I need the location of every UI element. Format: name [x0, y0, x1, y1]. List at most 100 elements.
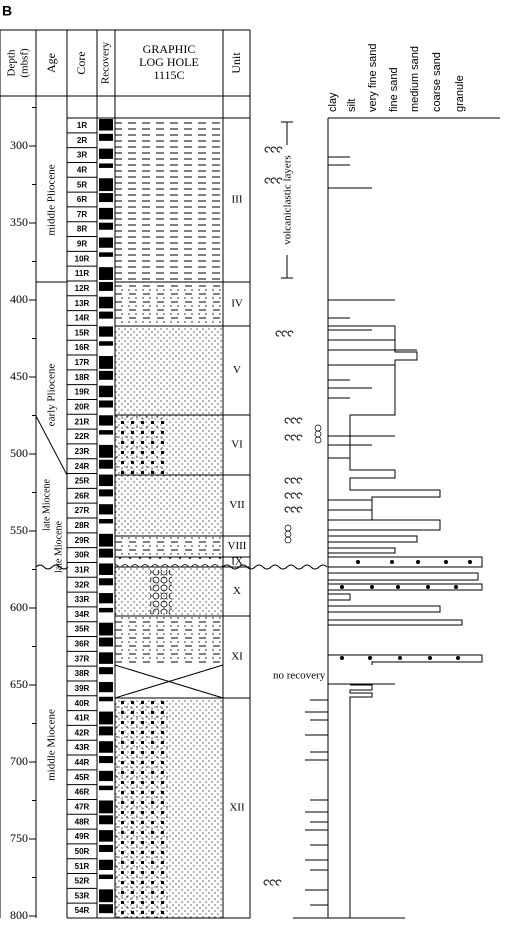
core-label: 39R — [75, 684, 90, 693]
unit-label: XI — [231, 651, 243, 663]
shell-symbol — [284, 492, 291, 499]
granule-dot — [398, 656, 402, 660]
unit-label: IV — [231, 298, 243, 310]
core-label: 16R — [75, 343, 90, 352]
header-text: Unit — [229, 52, 243, 74]
no-recovery-cross — [114, 664, 224, 699]
recovery-bar — [99, 696, 113, 702]
core-label: 35R — [75, 625, 90, 634]
recovery-bar — [99, 119, 113, 131]
core-label: 20R — [75, 402, 90, 411]
unconformity — [222, 564, 328, 570]
shell-symbol — [290, 506, 297, 513]
recovery-bar — [99, 874, 113, 880]
header-text: LOG HOLE — [139, 55, 199, 69]
granule-dot — [370, 585, 374, 589]
core-label: 29R — [75, 536, 90, 545]
core-label: 40R — [75, 699, 90, 708]
recovery-bar — [99, 533, 113, 547]
core-label: 41R — [75, 714, 90, 723]
recovery-bar — [99, 341, 113, 346]
recovery-bar — [99, 326, 113, 337]
recovery-bar — [99, 889, 113, 903]
recovery-bar — [99, 593, 113, 604]
recovery-bar — [99, 489, 113, 497]
shell-symbol — [284, 417, 291, 424]
core-label: 46R — [75, 788, 90, 797]
recovery-bar — [99, 207, 113, 220]
recovery-bar — [99, 385, 113, 398]
lithology-fill — [150, 570, 172, 614]
shell-symbol — [281, 330, 288, 337]
pebble-symbol — [314, 424, 322, 432]
shell-symbol — [270, 177, 277, 184]
shell-symbol — [290, 417, 297, 424]
granule-dot — [428, 656, 432, 660]
depth-tick-label: 700 — [10, 754, 28, 768]
pebble-symbol — [284, 524, 292, 532]
grain-size-curve — [327, 118, 483, 918]
recovery-bar — [99, 281, 113, 291]
core-label: 4R — [77, 165, 87, 174]
recovery-bar — [99, 415, 113, 426]
granule-dot — [340, 585, 344, 589]
recovery-bar — [99, 504, 113, 515]
lithology-fill — [115, 698, 170, 918]
lithology-fill — [115, 326, 223, 415]
core-label: 44R — [75, 758, 90, 767]
shell-symbol — [296, 506, 303, 513]
recovery-bar — [99, 444, 113, 458]
lithology-fill — [115, 475, 223, 536]
core-label: 22R — [75, 432, 90, 441]
recovery-bar — [99, 193, 113, 203]
granule-dot — [468, 560, 472, 564]
unit-label: X — [233, 585, 241, 597]
core-label: 33R — [75, 595, 90, 604]
core-label: 47R — [75, 802, 90, 811]
recovery-bar — [99, 726, 113, 736]
recovery-bar — [99, 844, 113, 852]
core-label: 17R — [75, 358, 90, 367]
core-label: 15R — [75, 328, 90, 337]
depth-tick-label: 500 — [10, 446, 28, 460]
recovery-bar — [99, 622, 113, 636]
recovery-bar — [99, 430, 113, 435]
shell-symbol — [264, 146, 271, 153]
header-text: GRAPHIC — [143, 42, 196, 56]
core-label: 3R — [77, 151, 87, 160]
granule-dot — [454, 585, 458, 589]
recovery-bar — [99, 222, 113, 230]
core-label: 10R — [75, 254, 90, 263]
grain-size-label: coarse sand — [431, 52, 443, 112]
core-label: 32R — [75, 580, 90, 589]
core-label: 48R — [75, 817, 90, 826]
recovery-bar — [99, 859, 113, 870]
recovery-bar — [99, 741, 113, 753]
core-label: 52R — [75, 877, 90, 886]
header-text: Age — [44, 53, 58, 73]
recovery-bar — [99, 296, 113, 309]
recovery-bar — [99, 356, 113, 369]
grain-size-label: clay — [327, 92, 339, 112]
header-text: (mbsf) — [19, 48, 31, 78]
age-label: late Miocene — [41, 478, 52, 530]
core-label: 25R — [75, 477, 90, 486]
shell-symbol — [276, 177, 283, 184]
header-text: 1115C — [153, 68, 184, 82]
core-label: 36R — [75, 640, 90, 649]
core-label: 43R — [75, 743, 90, 752]
unit-label: XII — [229, 802, 245, 814]
shell-symbol — [276, 146, 283, 153]
lithology-fill — [115, 415, 165, 475]
recovery-bar — [99, 459, 113, 469]
depth-tick-label: 800 — [10, 908, 28, 922]
label-backing — [281, 145, 293, 255]
pebble-symbol — [284, 530, 292, 538]
header-text: Core — [74, 51, 88, 74]
core-label: 42R — [75, 728, 90, 737]
recovery-bar — [99, 400, 113, 408]
granule-dot — [426, 585, 430, 589]
recovery-bar — [99, 800, 113, 814]
recovery-bar — [99, 830, 113, 842]
depth-tick-label: 650 — [10, 677, 28, 691]
